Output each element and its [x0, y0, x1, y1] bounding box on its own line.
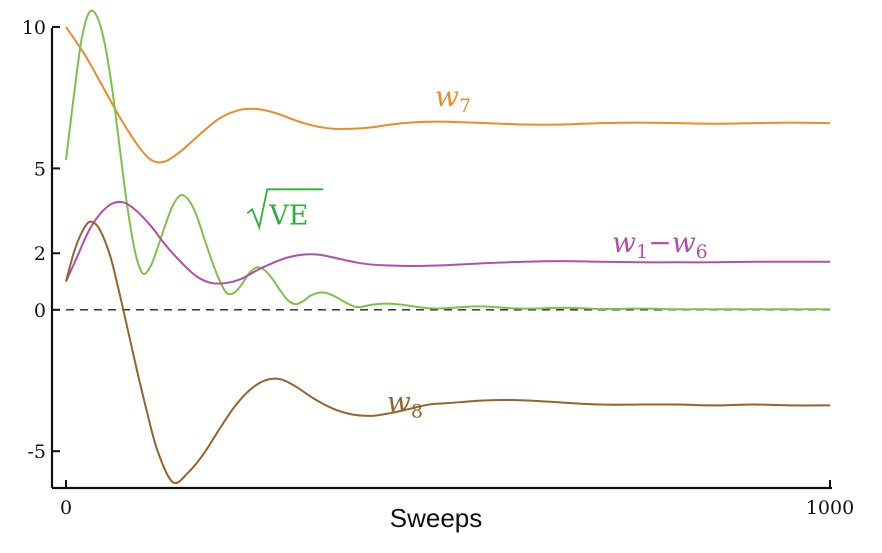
series-label-part: w — [387, 386, 411, 419]
series-line-w8 — [65, 220, 831, 485]
series-label-part: − — [648, 226, 671, 259]
series-line-ve — [65, 9, 830, 311]
series-label-w7: w7 — [435, 80, 471, 117]
series-line-w7 — [65, 26, 831, 164]
y-tick-label: 5 — [34, 158, 46, 180]
series-label-part: w — [435, 80, 459, 113]
y-tick-label: -5 — [27, 441, 46, 463]
x-tick-label: 1000 — [806, 497, 854, 519]
series-label-text: VE — [268, 200, 308, 231]
series-label-part: 7 — [459, 95, 471, 117]
series-lines — [65, 9, 831, 485]
series-line-w1w6 — [65, 200, 830, 285]
series-label-sqrt-ve: VE — [246, 188, 324, 231]
series-label-w1w6: w1−w6 — [612, 226, 708, 263]
series-label-part: 8 — [411, 401, 423, 423]
series-label-w8: w8 — [387, 386, 423, 423]
series-label-part: w — [672, 226, 696, 259]
sqrt-symbol-icon — [246, 188, 324, 231]
series-label-part: w — [612, 226, 636, 259]
y-tick-label: 10 — [22, 17, 46, 39]
y-tick-label: 0 — [34, 300, 46, 322]
series-label-part: 6 — [696, 241, 708, 263]
x-tick-label: 0 — [60, 497, 72, 519]
axes: 10 5 2 0 -5 0 1000 — [22, 17, 854, 519]
x-axis-title: Sweeps — [390, 503, 483, 533]
series-label-part: 1 — [636, 241, 648, 263]
y-tick-label: 2 — [34, 243, 46, 265]
